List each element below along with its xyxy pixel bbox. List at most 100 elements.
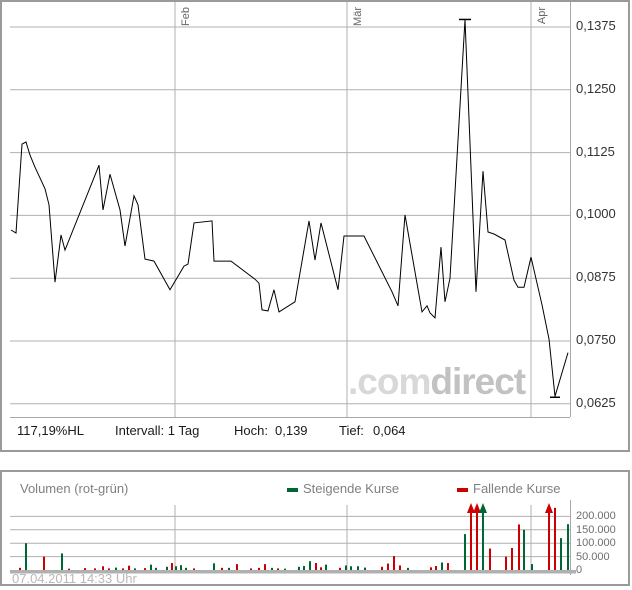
volume-y-tick-label: 50.000: [576, 550, 610, 563]
volume-bar: [175, 566, 177, 570]
volume-bar: [315, 563, 317, 570]
volume-bar: [309, 561, 311, 570]
volume-bar: [284, 568, 286, 570]
volume-bar: [250, 568, 252, 570]
volume-bar: [399, 565, 401, 570]
volume-bar: [345, 565, 347, 570]
price-y-tick-label: 0,1000: [576, 206, 616, 222]
volume-overflow-arrow-icon: [473, 503, 481, 513]
chart-timestamp: 07.04.2011 14:33 Uhr: [12, 571, 137, 586]
volume-bar: [228, 567, 230, 570]
watermark-com: .com: [348, 361, 431, 402]
volume-bar: [193, 568, 195, 570]
volume-bar: [505, 556, 507, 570]
price-y-tick-label: 0,1250: [576, 80, 616, 96]
volume-bar: [43, 556, 45, 570]
stat-text: 117,19%HL: [17, 423, 84, 438]
volume-bar: [511, 548, 513, 570]
volume-bar: [185, 567, 187, 570]
volume-overflow-arrow-icon: [479, 503, 487, 513]
volume-bar: [258, 567, 260, 570]
volume-bar: [357, 566, 359, 570]
price-y-tick-label: 0,0750: [576, 332, 616, 347]
volume-bar: [567, 524, 569, 570]
volume-bar: [407, 567, 409, 570]
volume-chart-canvas: [10, 500, 576, 575]
volume-bar-clipped: [548, 512, 550, 570]
volume-bar: [364, 567, 366, 570]
volume-bar: [339, 567, 341, 570]
legend-swatch-down: [457, 488, 468, 492]
volume-bar: [171, 563, 173, 570]
volume-bar: [19, 567, 21, 570]
volume-y-tick-label: 200.000: [576, 510, 616, 523]
volume-bar: [264, 564, 266, 570]
volume-bar: [68, 568, 70, 570]
volume-bar: [213, 563, 215, 570]
volume-bar: [387, 563, 389, 570]
volume-bar: [94, 568, 96, 570]
stat-text: Hoch:: [234, 423, 268, 438]
month-label: Feb: [180, 7, 192, 26]
volume-bar: [350, 566, 352, 570]
legend-swatch-up: [287, 488, 298, 492]
volume-bar: [430, 567, 432, 570]
volume-bar: [560, 538, 562, 570]
volume-bar: [108, 568, 110, 570]
price-y-tick-label: 0,1375: [576, 18, 616, 33]
volume-bar-clipped: [476, 512, 478, 570]
volume-bar: [122, 568, 124, 570]
watermark-direct: direct: [430, 361, 526, 402]
price-y-tick-label: 0,1125: [576, 143, 615, 159]
month-label: Apr: [536, 7, 548, 24]
volume-bar: [102, 566, 104, 570]
volume-bar: [25, 543, 27, 570]
volume-bar: [303, 565, 305, 570]
volume-bar: [298, 566, 300, 570]
volume-title: Volumen (rot-grün): [20, 481, 129, 496]
volume-bar: [531, 564, 533, 570]
price-line: [10, 19, 569, 397]
price-chart-canvas: Feb Mär Apr: [10, 2, 571, 418]
volume-y-tick-label: 150.000: [576, 523, 616, 536]
volume-bar: [128, 565, 130, 570]
stat-text: Tief:: [339, 423, 364, 438]
stat-text: Intervall: 1 Tag: [115, 423, 200, 438]
volume-bar-clipped: [470, 512, 472, 570]
volume-overflow-arrow-icon: [467, 503, 475, 513]
price-y-tick-label: 0,0875: [576, 269, 616, 285]
comdirect-watermark: .comdirect: [348, 361, 526, 402]
month-label: Mär: [352, 7, 364, 26]
volume-overflow-arrow-icon: [545, 503, 553, 513]
volume-bar: [84, 568, 86, 570]
volume-bar-clipped: [482, 512, 484, 570]
volume-baseline: [10, 570, 576, 574]
volume-bar: [435, 565, 437, 570]
volume-bar: [518, 524, 520, 570]
volume-bar: [320, 567, 322, 570]
price-stats-row: 117,19%HL Intervall: 1 Tag Hoch: 0,139 Tief:…: [2, 423, 562, 441]
volume-bar: [166, 566, 168, 570]
price-chart-panel: .comdirect Feb Mär Apr 0,1375 0,1250 0,1125 0…: [0, 0, 630, 452]
legend-label-down: Fallende Kurse: [473, 481, 561, 496]
volume-bar: [134, 568, 136, 570]
volume-bar: [325, 564, 327, 570]
price-y-tick-label: 0,0625: [576, 394, 616, 410]
stat-text: 0,064: [373, 423, 406, 438]
volume-bar: [221, 567, 223, 570]
volume-y-tick-label: 100.000: [576, 537, 616, 550]
volume-bar: [236, 564, 238, 570]
stat-text: 0,139: [275, 423, 308, 438]
volume-bar: [441, 562, 443, 570]
volume-y-tick-label: 0: [576, 564, 583, 576]
legend-label-up: Steigende Kurse: [303, 481, 400, 496]
volume-bar: [61, 553, 63, 570]
volume-bar: [393, 556, 395, 570]
volume-bar: [271, 567, 273, 570]
volume-bar: [523, 529, 525, 570]
volume-bar: [447, 563, 449, 570]
volume-bar: [150, 564, 152, 570]
volume-bar: [115, 567, 117, 570]
volume-bar: [554, 507, 556, 570]
